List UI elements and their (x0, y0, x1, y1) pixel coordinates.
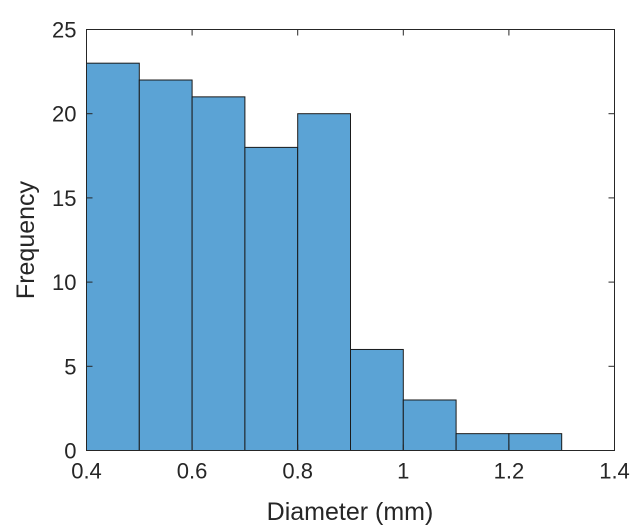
y-tick-label: 20 (52, 102, 76, 127)
histogram-bar (508, 433, 563, 452)
x-tick-label: 0.8 (282, 459, 313, 484)
bars-group (86, 62, 563, 452)
histogram-bar (402, 399, 457, 452)
histogram-bar (138, 79, 193, 452)
histogram-bar (455, 433, 510, 452)
x-tick-label: 1.2 (494, 459, 525, 484)
histogram-bar (297, 113, 352, 451)
y-tick-label: 5 (64, 354, 76, 379)
histogram-bar (86, 62, 140, 452)
y-axis-label: Frequency (12, 180, 40, 299)
histogram-bar (244, 146, 299, 451)
plot-area-frame (86, 29, 615, 451)
y-tick-label: 25 (52, 18, 76, 43)
y-tick-label: 0 (64, 439, 76, 464)
x-tick-label: 1 (397, 459, 409, 484)
x-axis-label: Diameter (mm) (267, 498, 434, 526)
y-tick-label: 10 (52, 270, 76, 295)
x-tick-label: 0.4 (71, 459, 102, 484)
x-tick-label: 0.6 (177, 459, 208, 484)
y-axis: 0 5 10 15 20 25 (52, 18, 615, 464)
x-axis: 0.4 0.6 0.8 1 1.2 1.4 (71, 29, 630, 484)
histogram-bar (191, 96, 246, 452)
y-tick-label: 15 (52, 186, 76, 211)
x-tick-label: 1.4 (599, 459, 630, 484)
histogram-bar (350, 348, 404, 451)
